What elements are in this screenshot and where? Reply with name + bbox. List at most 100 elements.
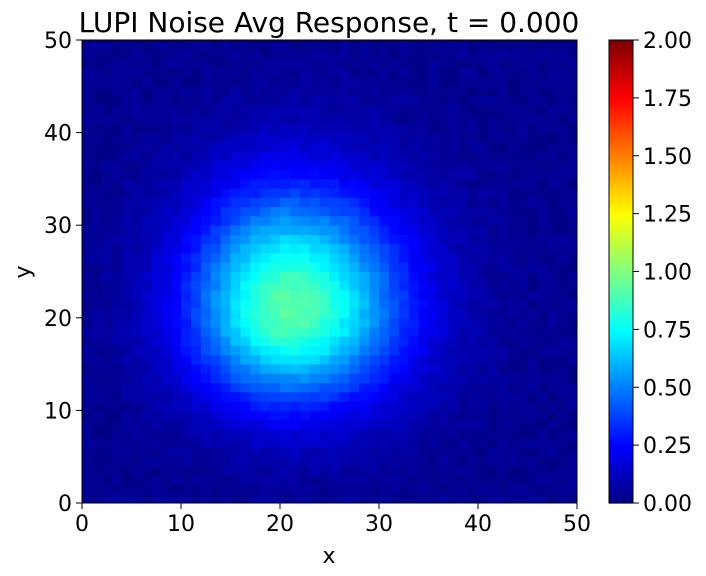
heatmap-cell — [211, 179, 221, 189]
heatmap-cell — [419, 40, 429, 50]
heatmap-cell — [508, 59, 518, 69]
heatmap-cell — [181, 299, 191, 309]
heatmap-cell — [567, 383, 577, 393]
heatmap-cell — [438, 123, 448, 133]
heatmap-cell — [330, 244, 340, 254]
heatmap-cell — [260, 447, 270, 457]
heatmap-cell — [211, 484, 221, 494]
heatmap-cell — [122, 49, 132, 59]
heatmap-cell — [320, 216, 330, 226]
heatmap-cell — [181, 355, 191, 365]
heatmap-cell — [458, 114, 468, 124]
heatmap-cell — [438, 410, 448, 420]
heatmap-cell — [112, 309, 122, 319]
heatmap-cell — [221, 447, 231, 457]
heatmap-cell — [191, 299, 201, 309]
heatmap-cell — [122, 170, 132, 180]
heatmap-cell — [161, 123, 171, 133]
heatmap-cell — [359, 410, 369, 420]
heatmap-cell — [330, 68, 340, 78]
heatmap-cell — [537, 105, 547, 115]
heatmap-cell — [528, 40, 538, 50]
heatmap-cell — [349, 142, 359, 152]
heatmap-cell — [537, 151, 547, 161]
heatmap-cell — [359, 281, 369, 291]
heatmap-cell — [112, 188, 122, 198]
heatmap-cell — [508, 309, 518, 319]
heatmap-cell — [518, 355, 528, 365]
heatmap-cell — [181, 364, 191, 374]
heatmap-cell — [132, 123, 142, 133]
heatmap-cell — [339, 123, 349, 133]
heatmap-cell — [448, 457, 458, 467]
heatmap-cell — [112, 216, 122, 226]
heatmap-cell — [359, 234, 369, 244]
heatmap-cell — [260, 401, 270, 411]
heatmap-cell — [468, 105, 478, 115]
heatmap-cell — [369, 188, 379, 198]
heatmap-cell — [211, 216, 221, 226]
heatmap-cell — [270, 457, 280, 467]
heatmap-cell — [488, 401, 498, 411]
heatmap-cell — [518, 346, 528, 356]
heatmap-cell — [270, 68, 280, 78]
heatmap-cell — [290, 392, 300, 402]
heatmap-cell — [528, 197, 538, 207]
heatmap-cell — [151, 68, 161, 78]
heatmap-cell — [498, 318, 508, 328]
heatmap-cell — [112, 262, 122, 272]
heatmap-cell — [557, 68, 567, 78]
heatmap-cell — [250, 96, 260, 106]
heatmap-cell — [478, 151, 488, 161]
heatmap-cell — [132, 475, 142, 485]
heatmap-cell — [151, 475, 161, 485]
heatmap-cell — [419, 420, 429, 430]
heatmap-cell — [320, 346, 330, 356]
heatmap-cell — [221, 420, 231, 430]
heatmap-cell — [458, 244, 468, 254]
heatmap-cell — [102, 216, 112, 226]
heatmap-cell — [518, 216, 528, 226]
heatmap-cell — [92, 105, 102, 115]
heatmap-cell — [92, 253, 102, 263]
heatmap-cell — [557, 49, 567, 59]
heatmap-cell — [112, 225, 122, 235]
heatmap-cell — [161, 114, 171, 124]
heatmap-cell — [359, 457, 369, 467]
heatmap-cell — [458, 188, 468, 198]
heatmap-cell — [191, 262, 201, 272]
heatmap-cell — [141, 40, 151, 50]
heatmap-cell — [567, 410, 577, 420]
heatmap-cell — [557, 336, 567, 346]
heatmap-cell — [260, 170, 270, 180]
heatmap-cell — [181, 170, 191, 180]
heatmap-cell — [369, 133, 379, 143]
heatmap-cell — [399, 392, 409, 402]
heatmap-cell — [112, 160, 122, 170]
heatmap-cell — [102, 86, 112, 96]
heatmap-cell — [547, 373, 557, 383]
heatmap-cell — [528, 151, 538, 161]
heatmap-cell — [547, 429, 557, 439]
heatmap-cell — [557, 207, 567, 217]
heatmap-cell — [151, 244, 161, 254]
heatmap-cell — [330, 438, 340, 448]
heatmap-cell — [171, 309, 181, 319]
heatmap-cell — [151, 318, 161, 328]
heatmap-cell — [557, 272, 567, 282]
heatmap-cell — [567, 373, 577, 383]
heatmap-cell — [221, 114, 231, 124]
heatmap-cell — [181, 234, 191, 244]
heatmap-cell — [438, 49, 448, 59]
heatmap-cell — [290, 244, 300, 254]
heatmap-cell — [102, 309, 112, 319]
heatmap-cell — [419, 364, 429, 374]
heatmap-cell — [478, 484, 488, 494]
heatmap-cell — [379, 40, 389, 50]
heatmap-cell — [438, 346, 448, 356]
heatmap-cell — [448, 346, 458, 356]
heatmap-cell — [151, 225, 161, 235]
heatmap-cell — [349, 346, 359, 356]
heatmap-cell — [191, 383, 201, 393]
heatmap-cell — [201, 197, 211, 207]
